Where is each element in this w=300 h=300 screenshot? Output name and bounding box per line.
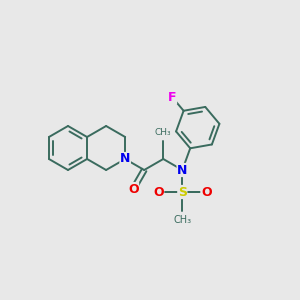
Text: O: O [128, 183, 139, 196]
Text: O: O [201, 185, 211, 199]
Text: S: S [178, 185, 187, 199]
Text: N: N [120, 152, 130, 166]
Text: O: O [153, 185, 164, 199]
Text: F: F [168, 91, 176, 104]
Text: CH₃: CH₃ [155, 128, 172, 137]
Text: CH₃: CH₃ [173, 215, 191, 225]
Text: N: N [177, 164, 188, 176]
